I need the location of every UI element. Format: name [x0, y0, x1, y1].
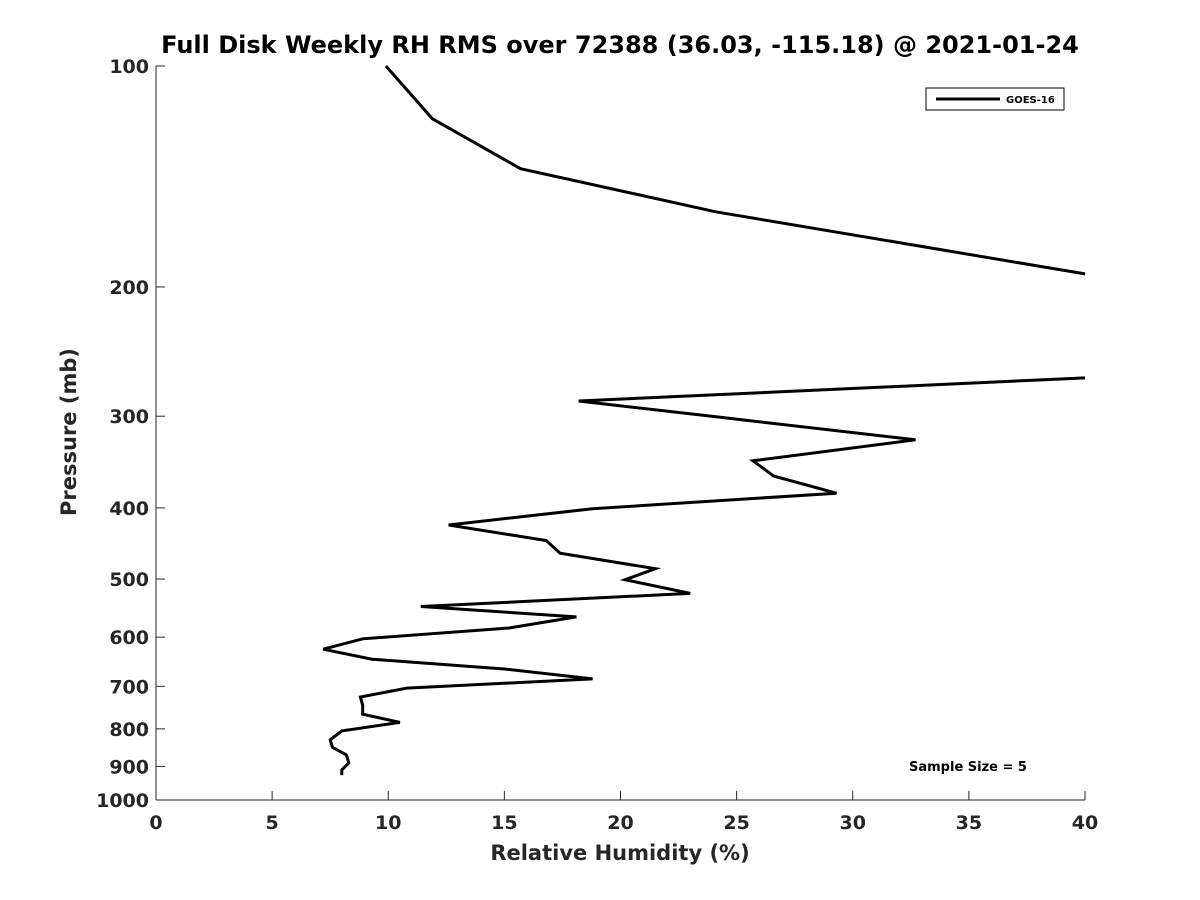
x-tick-label: 0 — [149, 812, 162, 834]
y-tick-label: 600 — [109, 627, 149, 649]
y-tick-label: 300 — [109, 406, 149, 428]
x-tick-label: 35 — [956, 812, 982, 834]
chart-title: Full Disk Weekly RH RMS over 72388 (36.0… — [161, 31, 1079, 59]
x-tick-label: 30 — [840, 812, 866, 834]
x-axis-ticks: 0 5 10 15 20 25 30 35 40 — [149, 791, 1098, 834]
series-layer — [322, 65, 1086, 776]
x-tick-label: 15 — [491, 812, 517, 834]
x-axis-label: Relative Humidity (%) — [490, 841, 749, 865]
x-tick-label: 40 — [1072, 812, 1098, 834]
y-tick-label: 900 — [109, 756, 149, 778]
legend: GOES-16 — [925, 87, 1065, 111]
x-tick-label: 25 — [723, 812, 749, 834]
y-axis-label: Pressure (mb) — [57, 348, 81, 516]
y-tick-label: 800 — [109, 719, 149, 741]
sample-size-annotation: Sample Size = 5 — [909, 760, 1027, 775]
legend-label-goes-16: GOES-16 — [1006, 95, 1055, 106]
series-line-goes-16 — [384, 65, 1086, 276]
series-line-goes-16 — [322, 376, 1086, 776]
y-tick-label: 1000 — [96, 790, 149, 812]
y-tick-label: 700 — [109, 676, 149, 698]
y-axis-ticks: 100 200 300 400 500 600 700 800 900 1000 — [96, 56, 165, 812]
y-tick-label: 500 — [109, 569, 149, 591]
x-tick-label: 10 — [375, 812, 401, 834]
y-tick-label: 400 — [109, 498, 149, 520]
x-tick-label: 5 — [266, 812, 279, 834]
y-tick-label: 200 — [109, 277, 149, 299]
x-tick-label: 20 — [607, 812, 633, 834]
y-tick-label: 100 — [109, 56, 149, 78]
